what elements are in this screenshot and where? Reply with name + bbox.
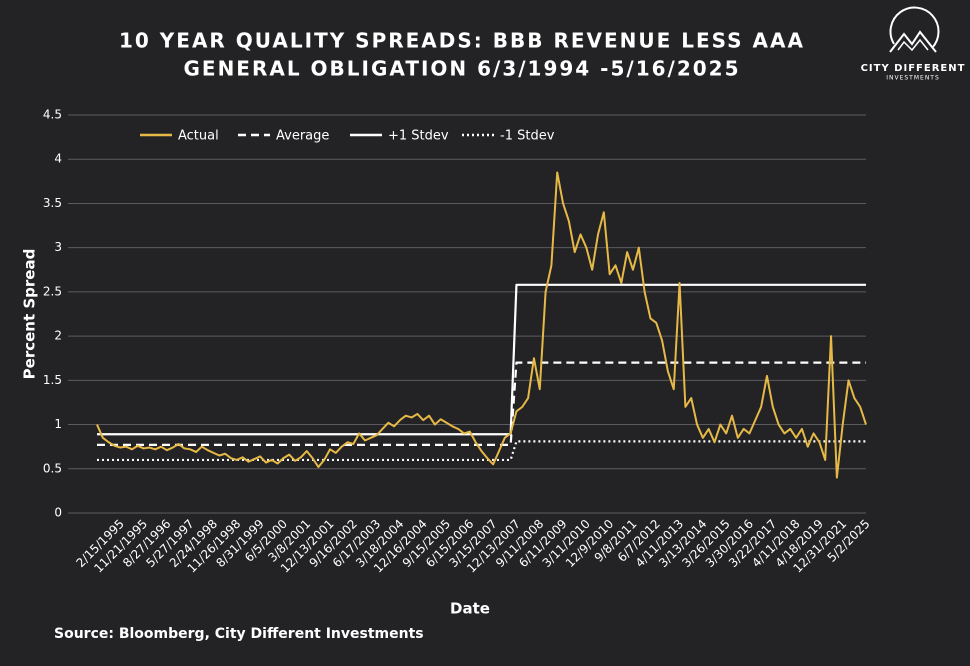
y-tick-label: 3 (54, 240, 62, 254)
y-tick-label: 0.5 (43, 461, 62, 475)
y-axis-label: Percent Spread (21, 249, 39, 380)
source-note: Source: Bloomberg, City Different Invest… (54, 626, 424, 642)
legend-label: Actual (178, 129, 219, 144)
series-line (97, 361, 866, 446)
series-line (97, 283, 866, 436)
y-tick-label: 2.5 (43, 284, 62, 298)
logo-circle (889, 6, 940, 49)
y-tick-label: 3.5 (43, 196, 62, 210)
logo: CITY DIFFERENT INVESTMENTS (861, 6, 966, 82)
logo-mountain (889, 30, 937, 53)
logo-subtext: INVESTMENTS (886, 75, 940, 82)
chart-title: GENERAL OBLIGATION 6/3/1994 -5/16/2025 (183, 57, 740, 81)
chart-title: 10 YEAR QUALITY SPREADS: BBB REVENUE LES… (119, 29, 805, 53)
x-axis-label: Date (450, 600, 490, 618)
y-tick-label: 1 (54, 417, 62, 431)
logo-text: CITY DIFFERENT (861, 63, 966, 74)
series-line (96, 171, 867, 479)
y-tick-label: 4.5 (43, 108, 62, 122)
y-tick-label: 1.5 (43, 373, 62, 387)
y-tick-label: 2 (54, 329, 62, 343)
y-tick-label: 4 (54, 152, 62, 166)
legend-label: +1 Stdev (388, 129, 449, 144)
y-tick-label: 0 (54, 506, 62, 520)
legend-label: -1 Stdev (500, 129, 555, 144)
legend-label: Average (276, 129, 329, 144)
logo-mountain (897, 38, 929, 52)
